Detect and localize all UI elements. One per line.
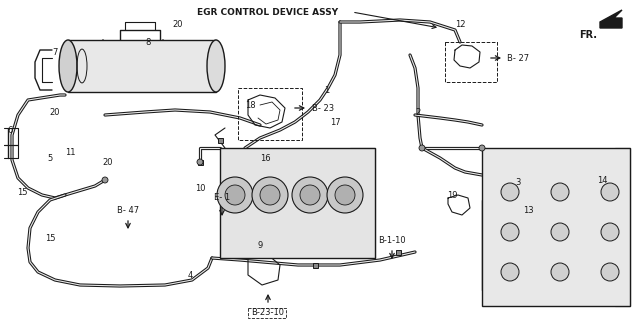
Bar <box>68 40 216 92</box>
Text: 1: 1 <box>324 85 330 94</box>
Text: 6: 6 <box>7 125 13 134</box>
Circle shape <box>601 223 619 241</box>
Text: 13: 13 <box>523 205 533 214</box>
Circle shape <box>551 263 569 281</box>
Text: B- 47: B- 47 <box>117 206 139 215</box>
Text: 7: 7 <box>52 47 58 57</box>
Text: 5: 5 <box>47 154 52 163</box>
Text: 11: 11 <box>65 148 76 156</box>
Text: 14: 14 <box>596 175 607 185</box>
Circle shape <box>551 223 569 241</box>
Circle shape <box>335 185 355 205</box>
Text: 12: 12 <box>455 20 465 28</box>
Circle shape <box>217 177 253 213</box>
Bar <box>220 148 375 258</box>
Circle shape <box>551 183 569 201</box>
Text: 15: 15 <box>17 188 28 196</box>
Text: 15: 15 <box>45 234 55 243</box>
Bar <box>396 250 401 254</box>
Bar <box>198 159 202 164</box>
Circle shape <box>601 183 619 201</box>
Circle shape <box>225 185 245 205</box>
Bar <box>248 308 286 318</box>
Text: 4: 4 <box>188 270 193 279</box>
Bar <box>445 42 497 82</box>
Text: 20: 20 <box>173 20 183 28</box>
Text: 20: 20 <box>50 108 60 116</box>
Text: 2: 2 <box>415 108 420 116</box>
Circle shape <box>501 223 519 241</box>
Text: B-1-10: B-1-10 <box>378 236 406 245</box>
Bar <box>218 138 223 142</box>
Text: 8: 8 <box>145 37 150 46</box>
Circle shape <box>102 177 108 183</box>
Text: 3: 3 <box>515 178 521 187</box>
Ellipse shape <box>59 40 77 92</box>
Circle shape <box>300 185 320 205</box>
Text: 20: 20 <box>103 157 113 166</box>
Circle shape <box>252 177 288 213</box>
Circle shape <box>501 263 519 281</box>
Text: 16: 16 <box>260 154 270 163</box>
Bar <box>312 262 317 268</box>
Text: B- 27: B- 27 <box>507 53 529 62</box>
Text: 10: 10 <box>195 183 205 193</box>
Text: B-23-10: B-23-10 <box>252 308 285 317</box>
Text: 9: 9 <box>257 241 262 250</box>
Circle shape <box>419 145 425 151</box>
Ellipse shape <box>207 40 225 92</box>
Bar <box>238 88 302 140</box>
Circle shape <box>292 177 328 213</box>
Text: EGR CONTROL DEVICE ASSY: EGR CONTROL DEVICE ASSY <box>197 8 339 17</box>
Circle shape <box>479 145 485 151</box>
Text: FR.: FR. <box>579 30 597 40</box>
Text: 17: 17 <box>330 117 340 126</box>
Text: 19: 19 <box>447 190 457 199</box>
Circle shape <box>260 185 280 205</box>
Text: 18: 18 <box>244 100 255 109</box>
Circle shape <box>327 177 363 213</box>
Text: E- 1: E- 1 <box>214 193 230 202</box>
Circle shape <box>197 159 203 165</box>
Circle shape <box>601 263 619 281</box>
Polygon shape <box>600 10 622 28</box>
Circle shape <box>501 183 519 201</box>
Text: B- 23: B- 23 <box>312 103 334 113</box>
Bar <box>482 148 630 306</box>
